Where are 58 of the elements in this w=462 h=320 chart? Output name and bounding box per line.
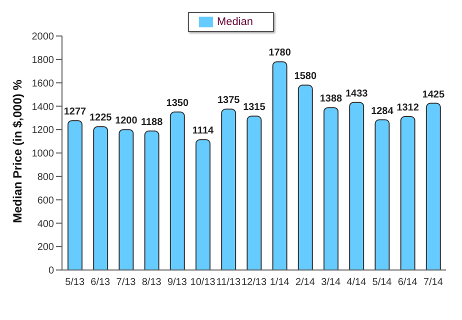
x-tick-label: 12/13 <box>241 277 267 288</box>
data-label: 1200 <box>115 116 138 127</box>
data-label: 1225 <box>89 112 112 124</box>
x-tick-label: 10/13 <box>190 277 216 288</box>
bar <box>324 107 338 270</box>
x-tick-label: 6/14 <box>398 277 418 288</box>
x-tick-label: 5/13 <box>65 277 85 288</box>
bar <box>196 139 210 270</box>
x-tick-label: 1/14 <box>270 277 290 288</box>
data-label: 1780 <box>268 48 292 59</box>
y-axis-title: Median Price (in $,000) % <box>10 79 24 223</box>
y-tick-label: 1800 <box>32 54 54 66</box>
x-tick-label: 7/14 <box>423 277 444 288</box>
data-label: 1315 <box>243 102 266 114</box>
data-label: 1375 <box>217 95 240 106</box>
y-tick-label: 200 <box>37 242 54 254</box>
bar <box>170 112 185 270</box>
bar <box>400 116 416 270</box>
data-label: 1188 <box>140 117 164 128</box>
bar <box>68 120 82 270</box>
data-label: 1277 <box>64 106 87 118</box>
bar <box>298 84 313 270</box>
bar <box>221 108 236 270</box>
data-label: 1350 <box>166 98 189 110</box>
bar <box>374 119 390 270</box>
data-label: 1433 <box>345 88 368 100</box>
bar <box>272 61 288 270</box>
y-tick-label: 400 <box>37 218 54 230</box>
x-tick-label: 9/13 <box>167 277 188 288</box>
data-label: 1284 <box>371 106 394 117</box>
y-tick-label: 800 <box>37 172 54 183</box>
data-label: 1114 <box>192 126 214 137</box>
bar <box>349 102 364 270</box>
data-label: 1425 <box>422 89 445 100</box>
x-tick-label: 11/13 <box>216 277 241 288</box>
y-tick-label: 600 <box>37 195 54 206</box>
y-tick-label: 1400 <box>32 102 54 113</box>
data-label: 1388 <box>320 94 343 105</box>
legend-label: Median <box>216 16 254 28</box>
x-tick-label: 2/14 <box>295 277 316 288</box>
data-label: 1312 <box>396 102 420 114</box>
y-tick-label: 1200 <box>32 125 54 136</box>
x-tick-label: 4/14 <box>346 277 367 288</box>
data-label: 1580 <box>294 71 317 82</box>
x-tick-label: 8/13 <box>142 277 162 288</box>
x-tick-label: 7/13 <box>116 277 136 288</box>
x-tick-label: 6/13 <box>90 277 111 288</box>
x-tick-label: 5/14 <box>372 277 392 288</box>
y-tick-label: 1600 <box>32 78 54 90</box>
y-tick-label: 2000 <box>32 32 54 43</box>
y-tick-label: 0 <box>48 266 54 277</box>
bar <box>426 102 441 270</box>
x-tick-label: 3/14 <box>321 277 341 288</box>
bar <box>144 130 160 270</box>
bar <box>118 129 134 270</box>
y-tick-label: 1000 <box>32 148 54 160</box>
bar <box>93 126 108 270</box>
bar <box>246 116 262 270</box>
